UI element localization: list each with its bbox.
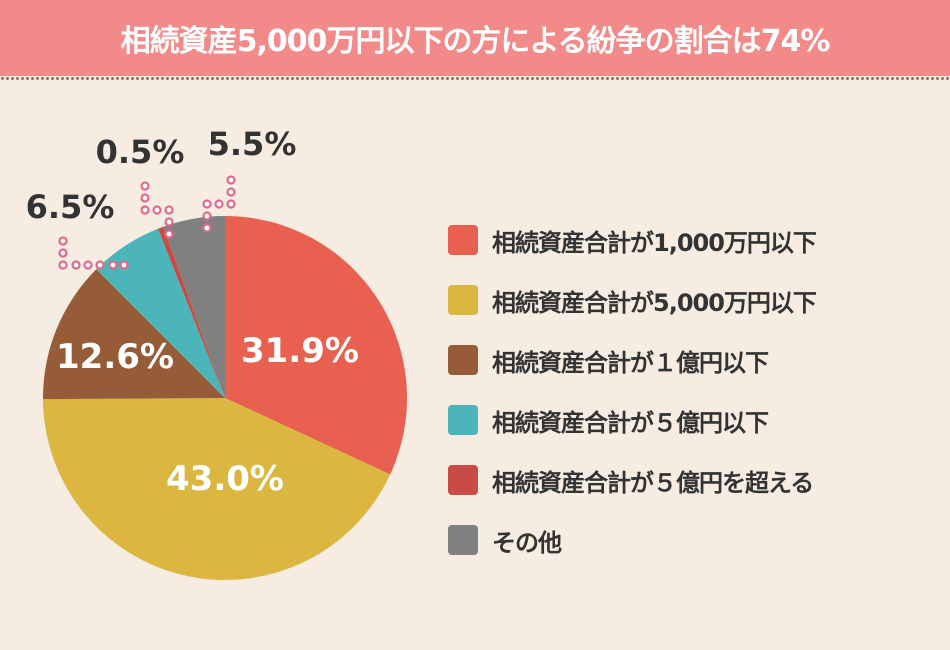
data-label: 12.6% [56,337,174,377]
connector-dot [164,229,174,239]
pie-slice [158,226,225,398]
legend-item: 相続資産合計が５億円を超える [448,450,816,510]
connector-dot [58,248,68,258]
legend-label: 相続資産合計が1,000万円以下 [492,228,817,257]
connector-dot [58,236,68,246]
pie-slice [96,228,225,398]
legend-item: 相続資産合計が１億円以下 [448,330,816,390]
data-label: 0.5% [96,133,185,171]
legend-item: その他 [448,510,816,570]
legend-swatch [448,525,478,555]
legend-label: 相続資産合計が５億円以下 [492,408,769,437]
connector-dot [202,211,212,221]
legend-swatch [448,405,478,435]
connector-dot [140,205,150,215]
connector-dot [202,199,212,209]
data-label: 5.5% [208,125,297,163]
legend-swatch [448,465,478,495]
legend-label: 相続資産合計が１億円以下 [492,348,769,377]
legend-swatch [448,345,478,375]
pie-slice [225,216,407,475]
connector-dot [71,260,81,270]
legend-swatch [448,225,478,255]
connector-dot [95,260,105,270]
connector-dot [140,181,150,191]
data-label: 31.9% [241,331,359,371]
connector-dot [83,260,93,270]
connector-dot [152,205,162,215]
legend: 相続資産合計が1,000万円以下 相続資産合計が5,000万円以下 相続資産合計… [448,210,817,570]
connector-dot [140,193,150,203]
data-label: 6.5% [26,188,115,226]
chart-title: 相続資産5,000万円以下の方による紛争の割合は74% [0,0,950,76]
legend-label: 相続資産合計が５億円を超える [492,468,814,497]
legend-swatch [448,285,478,315]
connector-dot [226,199,236,209]
connector-dot [214,199,224,209]
connector-dot [202,223,212,233]
pie-slice [43,398,391,581]
pie-slice [43,269,225,400]
connector-dot [226,187,236,197]
connector-dot [164,217,174,227]
legend-label: 相続資産合計が5,000万円以下 [492,288,817,317]
legend-label: その他 [492,528,562,557]
connector-dot [58,260,68,270]
legend-item: 相続資産合計が1,000万円以下 [448,210,817,270]
pie-slice [163,216,225,398]
title-dotted-border [0,76,950,81]
connector-dot [226,175,236,185]
connector-dot [108,260,118,270]
legend-item: 相続資産合計が5,000万円以下 [448,270,817,330]
data-label: 43.0% [166,459,284,499]
legend-item: 相続資産合計が５億円以下 [448,390,816,450]
connector-dot [164,205,174,215]
connector-dot [119,260,129,270]
